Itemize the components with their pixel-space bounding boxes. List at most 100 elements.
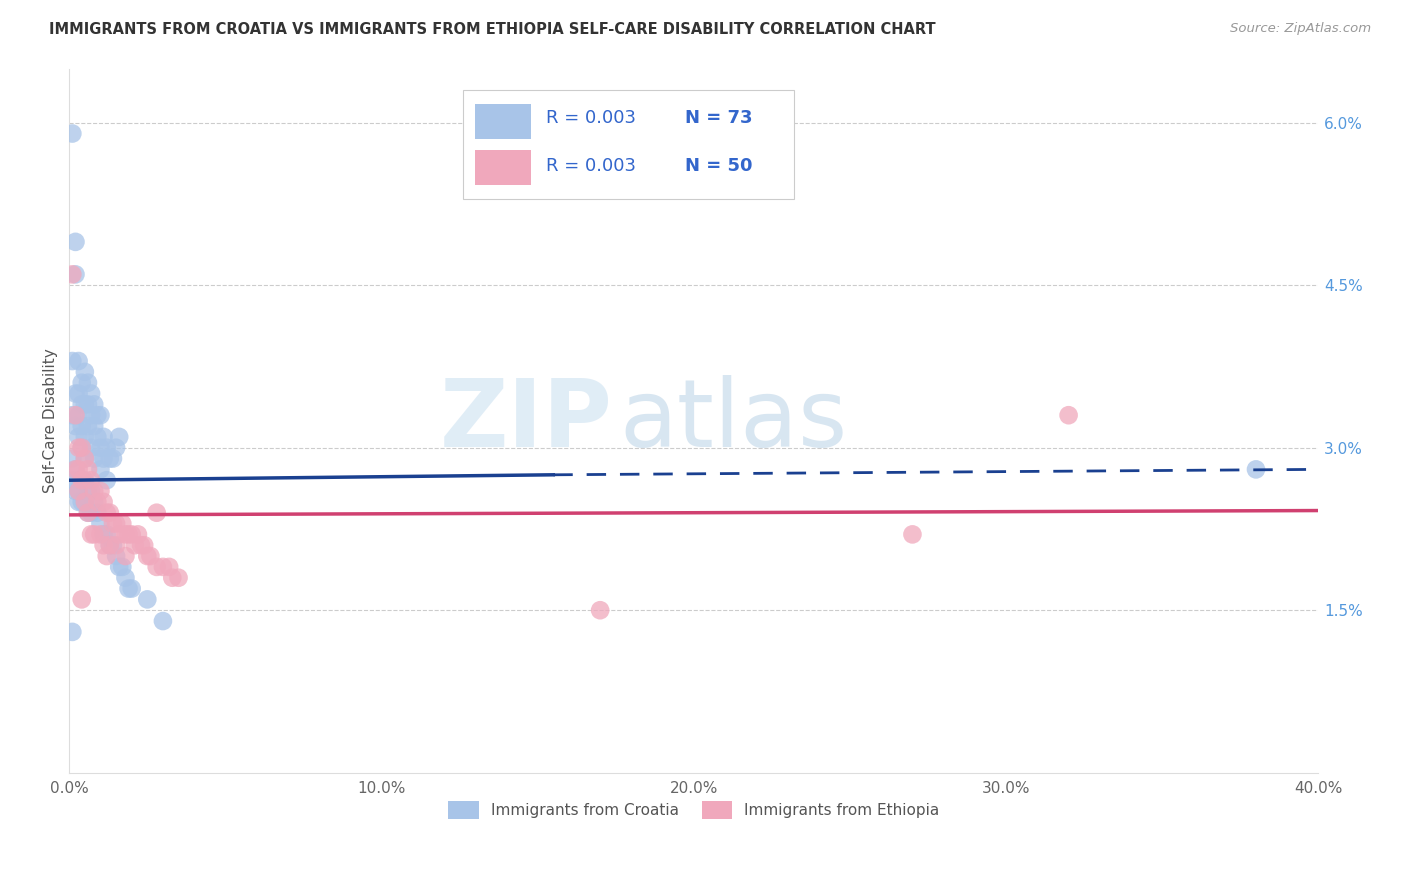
Point <box>108 560 131 574</box>
Point <box>73 451 96 466</box>
Point <box>67 462 90 476</box>
Point <box>83 451 105 466</box>
Point <box>83 495 105 509</box>
Point <box>98 538 121 552</box>
Text: IMMIGRANTS FROM CROATIA VS IMMIGRANTS FROM ETHIOPIA SELF-CARE DISABILITY CORRELA: IMMIGRANTS FROM CROATIA VS IMMIGRANTS FR… <box>49 22 936 37</box>
Point <box>114 571 136 585</box>
Point <box>136 592 159 607</box>
Point <box>86 430 108 444</box>
Legend: Immigrants from Croatia, Immigrants from Ethiopia: Immigrants from Croatia, Immigrants from… <box>441 795 946 825</box>
Text: Source: ZipAtlas.com: Source: ZipAtlas.com <box>1230 22 1371 36</box>
Point <box>65 462 87 476</box>
Point <box>70 473 93 487</box>
Text: atlas: atlas <box>619 375 848 467</box>
Point <box>60 408 83 422</box>
Point <box>96 441 118 455</box>
Point <box>70 397 93 411</box>
Point <box>96 506 118 520</box>
Point <box>111 516 134 531</box>
Point <box>129 538 152 552</box>
Point <box>73 451 96 466</box>
Point <box>65 235 87 249</box>
Point <box>60 624 83 639</box>
Point <box>117 582 139 596</box>
Point <box>136 549 159 563</box>
Point <box>60 473 83 487</box>
Point <box>65 484 87 499</box>
Point <box>121 582 143 596</box>
Point <box>83 484 105 499</box>
FancyBboxPatch shape <box>463 90 794 199</box>
Point <box>65 408 87 422</box>
Point <box>93 538 115 552</box>
Point <box>152 560 174 574</box>
Point <box>70 592 93 607</box>
Point <box>70 495 93 509</box>
Text: N = 73: N = 73 <box>685 109 752 127</box>
Point <box>167 571 190 585</box>
Point <box>70 441 93 455</box>
Point <box>67 386 90 401</box>
Point <box>152 614 174 628</box>
Point <box>98 538 121 552</box>
Point <box>73 397 96 411</box>
Point <box>105 549 128 563</box>
Point <box>93 451 115 466</box>
Point <box>101 538 124 552</box>
Point <box>77 484 100 499</box>
Point <box>101 451 124 466</box>
Text: R = 0.003: R = 0.003 <box>547 157 637 175</box>
Point <box>105 441 128 455</box>
Point <box>80 527 103 541</box>
Point <box>67 441 90 455</box>
Point <box>60 354 83 368</box>
Point <box>80 484 103 499</box>
Point <box>145 506 167 520</box>
Point <box>93 495 115 509</box>
Point <box>98 451 121 466</box>
Point <box>96 473 118 487</box>
Point <box>77 397 100 411</box>
Point <box>124 538 146 552</box>
Point <box>67 354 90 368</box>
Point <box>86 495 108 509</box>
Point <box>65 386 87 401</box>
Point <box>114 549 136 563</box>
Point <box>134 538 156 552</box>
Point <box>60 268 83 282</box>
Point <box>77 419 100 434</box>
Point <box>86 408 108 422</box>
Text: ZIP: ZIP <box>440 375 613 467</box>
Point <box>70 419 93 434</box>
Point <box>67 430 90 444</box>
Point <box>77 506 100 520</box>
Point <box>145 560 167 574</box>
Point <box>70 441 93 455</box>
Point <box>83 419 105 434</box>
Point <box>65 419 87 434</box>
Point <box>73 473 96 487</box>
Point <box>65 268 87 282</box>
Point <box>1244 462 1267 476</box>
Point <box>96 527 118 541</box>
Point <box>83 397 105 411</box>
Point <box>77 376 100 390</box>
Point <box>111 560 134 574</box>
Point <box>901 527 924 541</box>
Point <box>108 430 131 444</box>
Point <box>70 473 93 487</box>
Bar <box>475 150 531 185</box>
Point <box>70 376 93 390</box>
Point <box>139 549 162 563</box>
Point <box>67 408 90 422</box>
Point <box>73 365 96 379</box>
Point <box>73 430 96 444</box>
Point <box>589 603 612 617</box>
Y-axis label: Self-Care Disability: Self-Care Disability <box>44 348 58 493</box>
Point <box>80 506 103 520</box>
Point <box>89 527 111 541</box>
Point <box>108 527 131 541</box>
Point <box>65 462 87 476</box>
Point <box>162 571 184 585</box>
Bar <box>475 103 531 139</box>
